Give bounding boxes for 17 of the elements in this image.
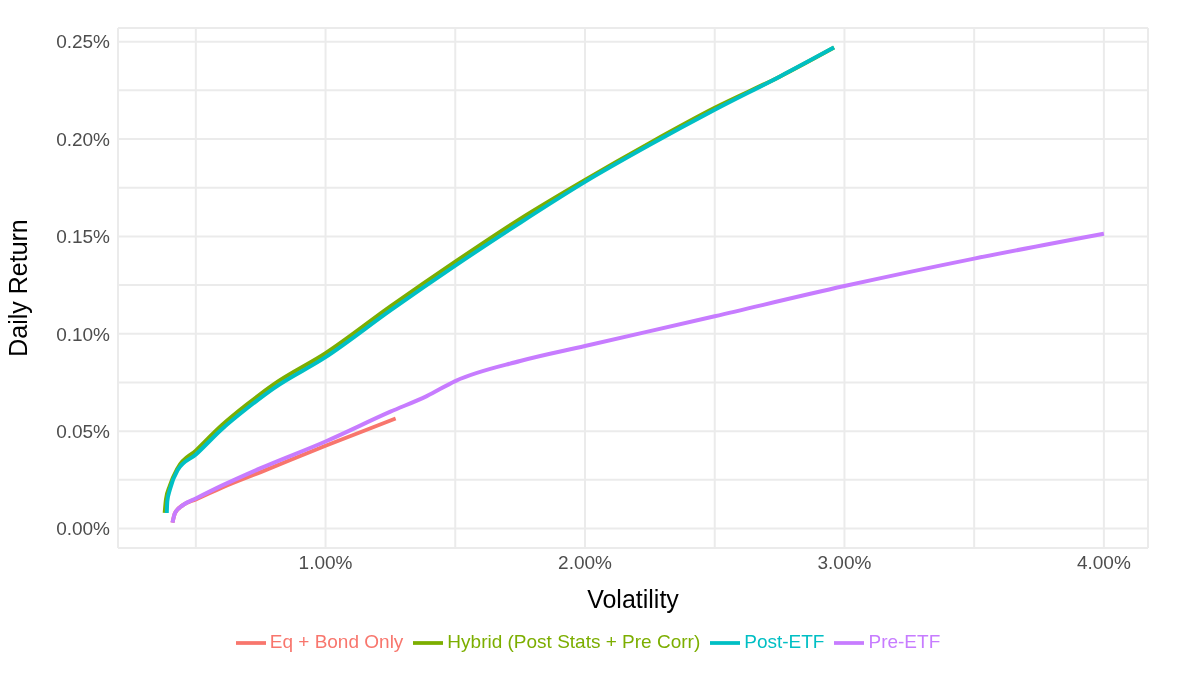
y-tick-label: 0.00%: [56, 518, 111, 540]
line-series: [170, 231, 1106, 525]
legend-label: Post-ETF: [744, 631, 825, 653]
y-axis-title: Daily Return: [3, 219, 32, 357]
legend-label: Eq + Bond Only: [269, 631, 404, 653]
x-tick-label: 4.00%: [1076, 552, 1131, 574]
x-tick-label: 2.00%: [558, 552, 613, 574]
x-tick-label: 3.00%: [817, 552, 872, 574]
x-tick-label: 1.00%: [298, 552, 353, 574]
legend-label: Hybrid (Post Stats + Pre Corr): [447, 631, 701, 653]
y-tick-label: 0.10%: [56, 323, 111, 345]
legend-label: Pre-ETF: [868, 631, 941, 653]
y-tick-label: 0.05%: [56, 420, 111, 442]
y-tick-label: 0.20%: [56, 128, 111, 150]
y-tick-label: 0.25%: [56, 31, 111, 53]
x-axis-title: Volatility: [587, 585, 680, 613]
y-tick-label: 0.15%: [56, 226, 111, 248]
